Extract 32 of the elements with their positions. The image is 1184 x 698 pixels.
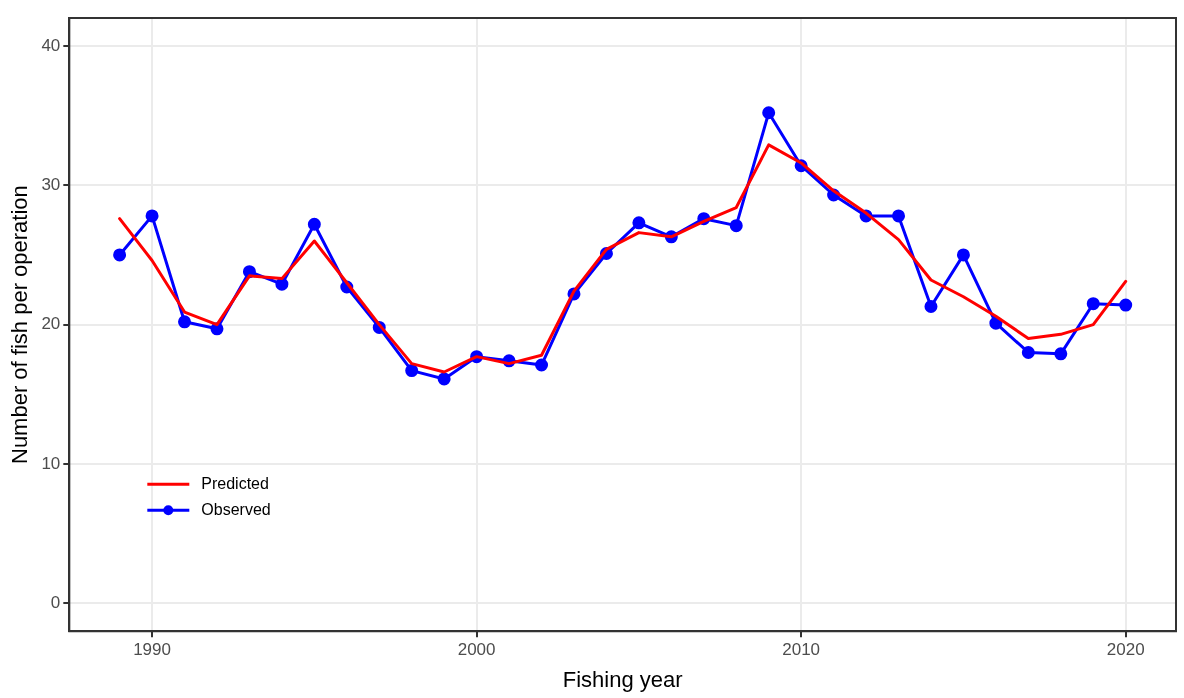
point	[956, 248, 970, 262]
y-tick-label: 10	[41, 453, 61, 473]
y-tick-label: 20	[41, 314, 61, 334]
legend-label: Observed	[201, 500, 271, 518]
y-tick-label: 30	[41, 174, 61, 194]
legend-label: Predicted	[201, 474, 269, 492]
x-tick-label: 2000	[457, 640, 496, 660]
x-axis-title: Fishing year	[562, 666, 683, 692]
point	[1021, 345, 1035, 359]
point	[924, 299, 938, 313]
x-tick-label: 2020	[1106, 640, 1145, 660]
y-axis-title: Number of fish per operation	[7, 185, 33, 465]
point	[405, 364, 419, 378]
point	[1054, 347, 1068, 361]
point	[145, 209, 159, 223]
point	[632, 216, 646, 230]
point	[113, 248, 127, 262]
y-tick-label: 40	[41, 35, 61, 55]
point	[729, 219, 743, 233]
point	[178, 315, 192, 329]
point	[307, 217, 321, 231]
point	[762, 106, 776, 120]
point	[275, 277, 289, 291]
point	[437, 372, 451, 386]
y-tick-label: 0	[50, 593, 61, 613]
point	[1086, 297, 1100, 311]
point	[989, 316, 1003, 330]
x-tick-label: 2010	[782, 640, 821, 660]
point	[1119, 298, 1133, 312]
point	[892, 209, 906, 223]
x-tick-label: 1990	[133, 640, 171, 660]
point	[535, 358, 549, 372]
